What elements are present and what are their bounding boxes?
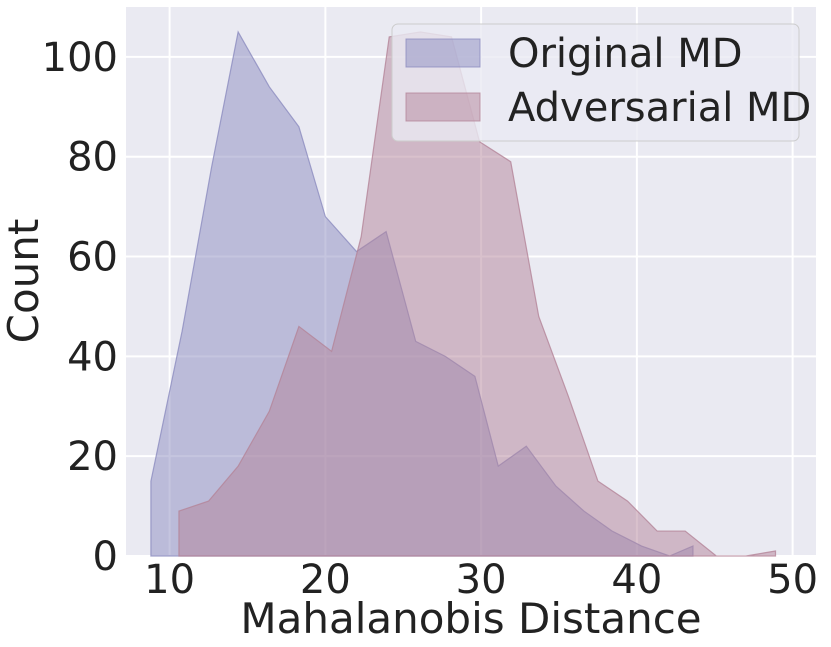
x-tick-label: 30 — [456, 557, 507, 603]
data-point — [330, 350, 333, 353]
legend: Original MD Adversarial MD — [391, 23, 811, 142]
legend-box — [391, 23, 800, 142]
legend-label-adversarial: Adversarial MD — [508, 85, 811, 131]
x-tick-label: 50 — [767, 557, 818, 603]
series-areas — [149, 30, 777, 558]
data-point — [715, 555, 718, 558]
data-point — [207, 500, 210, 503]
y-tick-label: 80 — [67, 135, 118, 181]
y-tick-label: 40 — [67, 334, 118, 380]
data-point — [237, 465, 240, 468]
y-tick-label: 100 — [42, 35, 118, 81]
legend-swatch-adversarial — [405, 92, 481, 122]
data-point — [237, 30, 240, 33]
data-point — [744, 555, 747, 558]
data-point — [656, 530, 659, 533]
data-point — [388, 35, 391, 38]
data-point — [210, 165, 213, 168]
data-point — [297, 125, 300, 128]
data-point — [567, 395, 570, 398]
y-tick-label: 60 — [67, 235, 118, 281]
data-point — [181, 330, 184, 333]
y-axis-title: Count — [0, 219, 48, 344]
data-point — [626, 500, 629, 503]
data-point — [268, 85, 271, 88]
x-tick-label: 40 — [611, 557, 662, 603]
x-tick-label: 10 — [144, 557, 195, 603]
data-point — [268, 410, 271, 413]
data-point — [149, 480, 152, 483]
x-tick-labels: 10 20 30 40 50 — [144, 557, 818, 603]
x-axis-title: Mahalanobis Distance — [240, 594, 701, 643]
data-point — [177, 510, 180, 513]
data-point — [324, 215, 327, 218]
data-point — [537, 315, 540, 318]
data-point — [297, 325, 300, 328]
y-tick-label: 0 — [93, 534, 118, 580]
series-area-adversarial — [178, 31, 777, 557]
y-tick-label: 20 — [67, 434, 118, 480]
y-tick-labels: 0 20 40 60 80 100 — [42, 35, 118, 580]
legend-label-original: Original MD — [508, 31, 743, 77]
data-point — [596, 480, 599, 483]
data-point — [360, 235, 363, 238]
data-point — [684, 530, 687, 533]
legend-swatch-original — [405, 38, 481, 68]
x-tick-label: 20 — [300, 557, 351, 603]
data-point — [509, 160, 512, 163]
data-point — [774, 550, 777, 553]
